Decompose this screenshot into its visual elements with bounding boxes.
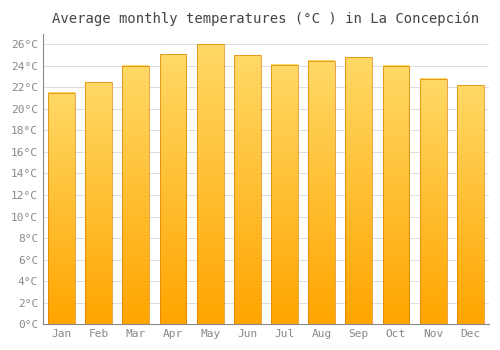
Bar <box>382 66 409 324</box>
Bar <box>160 54 186 324</box>
Bar <box>271 65 298 324</box>
Bar <box>234 55 260 324</box>
Bar <box>48 93 75 324</box>
Bar <box>346 57 372 324</box>
Bar <box>420 79 446 324</box>
Bar <box>122 66 149 324</box>
Title: Average monthly temperatures (°C ) in La Concepción: Average monthly temperatures (°C ) in La… <box>52 11 480 26</box>
Bar <box>308 61 335 324</box>
Bar <box>197 44 224 324</box>
Bar <box>86 82 112 324</box>
Bar <box>457 85 483 324</box>
